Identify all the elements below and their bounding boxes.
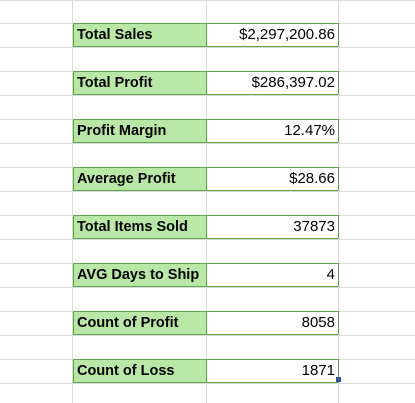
metric-label-cell[interactable]: Total Items Sold bbox=[73, 215, 207, 239]
metric-row-average-profit: Average Profit $28.66 bbox=[73, 167, 339, 191]
row-gridline bbox=[0, 287, 415, 288]
metric-row-total-items-sold: Total Items Sold 37873 bbox=[73, 215, 339, 239]
metric-row-count-of-profit: Count of Profit 8058 bbox=[73, 311, 339, 335]
row-gridline bbox=[0, 143, 415, 144]
metric-value-cell[interactable]: $28.66 bbox=[207, 167, 339, 191]
metric-label-cell[interactable]: Count of Loss bbox=[73, 359, 207, 383]
metric-row-profit-margin: Profit Margin 12.47% bbox=[73, 119, 339, 143]
row-gridline bbox=[0, 47, 415, 48]
row-gridline bbox=[0, 191, 415, 192]
metric-value-cell[interactable]: 12.47% bbox=[207, 119, 339, 143]
metric-value-cell[interactable]: $2,297,200.86 bbox=[207, 23, 339, 47]
metric-value-cell[interactable]: 1871 bbox=[207, 359, 339, 383]
row-gridline bbox=[0, 335, 415, 336]
fill-handle[interactable] bbox=[336, 377, 341, 382]
metric-label-cell[interactable]: Average Profit bbox=[73, 167, 207, 191]
column-gridline bbox=[338, 0, 339, 403]
metric-row-total-sales: Total Sales $2,297,200.86 bbox=[73, 23, 339, 47]
row-gridline bbox=[0, 383, 415, 384]
metric-value-cell[interactable]: 8058 bbox=[207, 311, 339, 335]
metric-row-avg-days-to-ship: AVG Days to Ship 4 bbox=[73, 263, 339, 287]
metric-label-cell[interactable]: AVG Days to Ship bbox=[73, 263, 207, 287]
metric-label-cell[interactable]: Count of Profit bbox=[73, 311, 207, 335]
column-gridline bbox=[72, 0, 73, 403]
metric-row-count-of-loss: Count of Loss 1871 bbox=[73, 359, 339, 383]
metric-label-cell[interactable]: Total Sales bbox=[73, 23, 207, 47]
column-gridline bbox=[206, 0, 207, 403]
metric-value-cell[interactable]: 4 bbox=[207, 263, 339, 287]
row-gridline bbox=[0, 239, 415, 240]
metric-label-cell[interactable]: Total Profit bbox=[73, 71, 207, 95]
row-gridline bbox=[0, 0, 415, 1]
metric-label-cell[interactable]: Profit Margin bbox=[73, 119, 207, 143]
metric-value-cell[interactable]: $286,397.02 bbox=[207, 71, 339, 95]
metric-row-total-profit: Total Profit $286,397.02 bbox=[73, 71, 339, 95]
metric-value-cell[interactable]: 37873 bbox=[207, 215, 339, 239]
row-gridline bbox=[0, 95, 415, 96]
